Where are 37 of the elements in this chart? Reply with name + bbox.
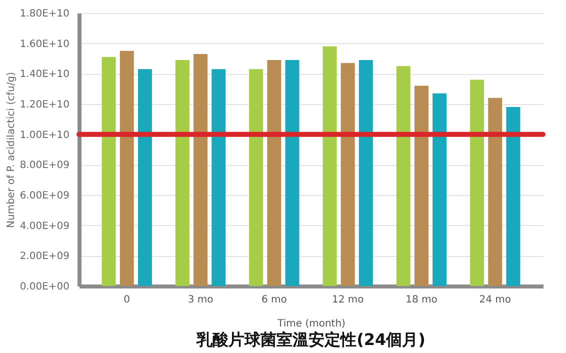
y-tick-label: 1.40E+10 — [20, 69, 70, 80]
y-tick-label: 1.00E+10 — [20, 130, 70, 141]
y-axis-title: Number of P. acidilactici (cfu/g) — [6, 72, 17, 228]
bar — [212, 69, 226, 286]
x-tick-label: 12 mo — [332, 294, 364, 306]
bar — [120, 50, 134, 286]
x-tick-label: 24 mo — [479, 294, 512, 306]
y-tick-label: 1.80E+10 — [20, 8, 70, 20]
bar — [267, 60, 282, 286]
x-tick-label: 0 — [124, 294, 130, 306]
bar — [470, 80, 484, 286]
bar — [358, 60, 373, 286]
bar — [175, 60, 190, 286]
y-tick-label: 8.00E+09 — [20, 160, 70, 172]
y-tick-label: 1.60E+10 — [20, 38, 70, 50]
bar — [506, 107, 520, 286]
bar — [432, 93, 447, 286]
bar — [414, 86, 428, 286]
y-tick-label: 6.00E+09 — [20, 190, 70, 202]
y-tick-label: 1.20E+10 — [20, 100, 70, 110]
x-axis-title: Time (month) — [276, 318, 346, 330]
bar — [194, 54, 208, 286]
x-tick-label: 6 mo — [261, 294, 287, 306]
bar — [285, 60, 300, 286]
y-tick-label: 2.00E+09 — [20, 251, 70, 262]
x-tick-label: 18 mo — [406, 294, 438, 306]
x-tick-label: 3 mo — [188, 294, 214, 306]
y-tick-label: 0.00E+00 — [20, 282, 70, 292]
y-tick-label: 4.00E+09 — [20, 220, 70, 232]
bar — [249, 69, 264, 286]
text: 乳酸片球菌室溫安定性(24個月) — [196, 330, 426, 349]
bar — [488, 98, 502, 286]
bar — [102, 56, 116, 286]
bar — [340, 63, 355, 286]
bar — [322, 46, 337, 286]
bar — [138, 69, 152, 286]
bar — [396, 66, 410, 286]
